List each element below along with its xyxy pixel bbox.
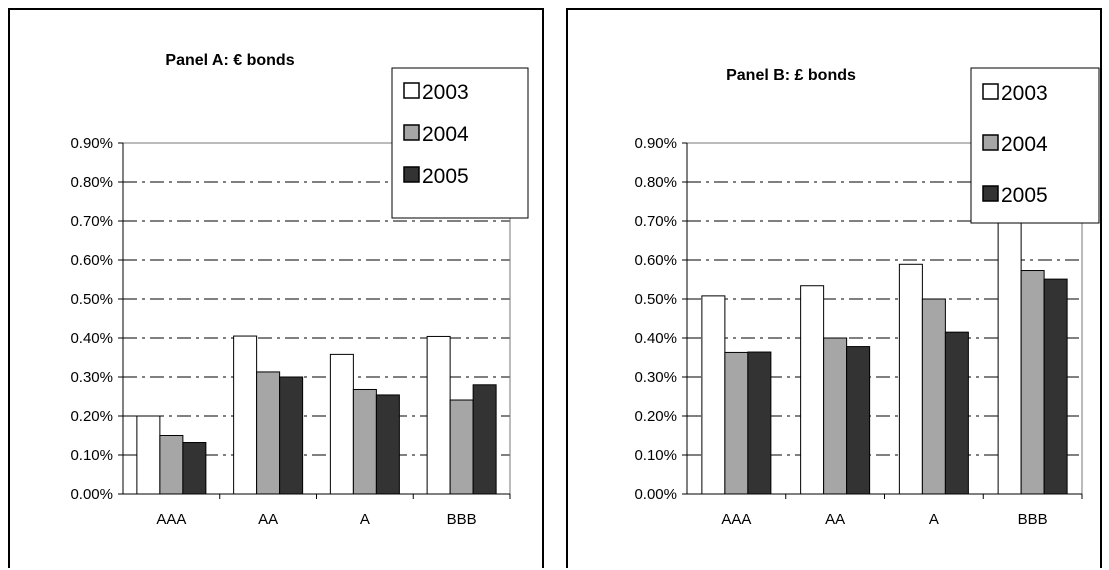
bar-A-2003 <box>329 353 354 495</box>
y-tick-label: 0.60% <box>634 252 677 269</box>
bar-BBB-2004 <box>449 399 474 495</box>
chart-b-svg: Panel B: £ bonds 0.00% 0.10% 0.20% 0.30% 0.40… <box>634 67 1100 528</box>
legend-swatch <box>982 83 999 100</box>
legend-label: 2004 <box>1001 133 1048 156</box>
x-category-label: AAA <box>721 511 751 528</box>
x-category-label: A <box>360 511 370 528</box>
y-tick-label: 0.90% <box>70 135 113 152</box>
y-tick-label: 0.20% <box>634 408 677 425</box>
bar-A-2005 <box>375 394 400 495</box>
legend-label: 2003 <box>1001 82 1048 105</box>
bar-A-2005 <box>944 331 969 495</box>
y-tick-label: 0.10% <box>634 447 677 464</box>
bar-AA-2003 <box>800 285 825 495</box>
y-tick-label: 0.80% <box>70 174 113 191</box>
bar-A-2004 <box>921 298 946 495</box>
y-tick-label: 0.50% <box>634 291 677 308</box>
x-category-label: AA <box>258 511 278 528</box>
bar-AA-2005 <box>846 346 871 495</box>
legend-swatch <box>982 134 999 151</box>
y-tick-label: 0.40% <box>634 330 677 347</box>
y-tick-label: 0.10% <box>70 447 113 464</box>
y-tick-label: 0.30% <box>634 369 677 386</box>
bar-A-2004 <box>352 388 377 495</box>
bar-BBB-2005 <box>1043 278 1068 495</box>
bar-AAA-2004 <box>724 351 749 495</box>
bar-AA-2004 <box>256 371 281 495</box>
y-tick-label: 0.90% <box>634 135 677 152</box>
y-tick-label: 0.60% <box>70 252 113 269</box>
x-category-label: AA <box>825 511 845 528</box>
legend-swatch <box>403 124 420 141</box>
chart-panel-a: Panel A: € bonds 0.00% 0.10% 0.20% 0.30% 0.40… <box>8 8 544 568</box>
y-tick-label: 0.70% <box>634 213 677 230</box>
y-tick-label: 0.40% <box>70 330 113 347</box>
legend-swatch <box>982 185 999 202</box>
y-tick-label: 0.80% <box>634 174 677 191</box>
bar-AAA-2005 <box>747 351 772 495</box>
legend-swatch <box>403 166 420 183</box>
y-tick-label: 0.30% <box>70 369 113 386</box>
legend-label: 2003 <box>422 81 469 104</box>
legend-label: 2005 <box>1001 184 1048 207</box>
bar-AA-2005 <box>279 376 304 495</box>
x-category-label: BBB <box>1018 511 1048 528</box>
y-tick-label: 0.00% <box>634 486 677 503</box>
x-category-label: A <box>929 511 939 528</box>
legend-label: 2005 <box>422 165 469 188</box>
y-tick-label: 0.20% <box>70 408 113 425</box>
x-category-label: AAA <box>156 511 186 528</box>
y-tick-label: 0.50% <box>70 291 113 308</box>
bar-AAA-2003 <box>136 415 161 495</box>
bar-AA-2004 <box>823 337 848 495</box>
bar-AAA-2004 <box>159 435 184 495</box>
bar-BBB-2004 <box>1020 270 1045 495</box>
chart-panel-b: Panel B: £ bonds 0.00% 0.10% 0.20% 0.30% 0.40… <box>566 8 1102 568</box>
bar-A-2003 <box>898 263 923 495</box>
bar-AA-2003 <box>233 335 258 495</box>
bar-BBB-2005 <box>472 384 497 495</box>
legend-label: 2004 <box>422 123 469 146</box>
y-tick-label: 0.00% <box>70 486 113 503</box>
bar-BBB-2003 <box>997 212 1022 495</box>
bar-BBB-2003 <box>426 335 451 495</box>
bar-AAA-2003 <box>701 295 726 495</box>
y-tick-label: 0.70% <box>70 213 113 230</box>
x-category-label: BBB <box>447 511 477 528</box>
legend-swatch <box>403 82 420 99</box>
chart-a-svg: Panel A: € bonds 0.00% 0.10% 0.20% 0.30% 0.40… <box>70 52 529 528</box>
chart-title: Panel A: € bonds <box>165 52 294 69</box>
chart-title: Panel B: £ bonds <box>726 67 856 84</box>
bar-AAA-2005 <box>182 442 207 495</box>
